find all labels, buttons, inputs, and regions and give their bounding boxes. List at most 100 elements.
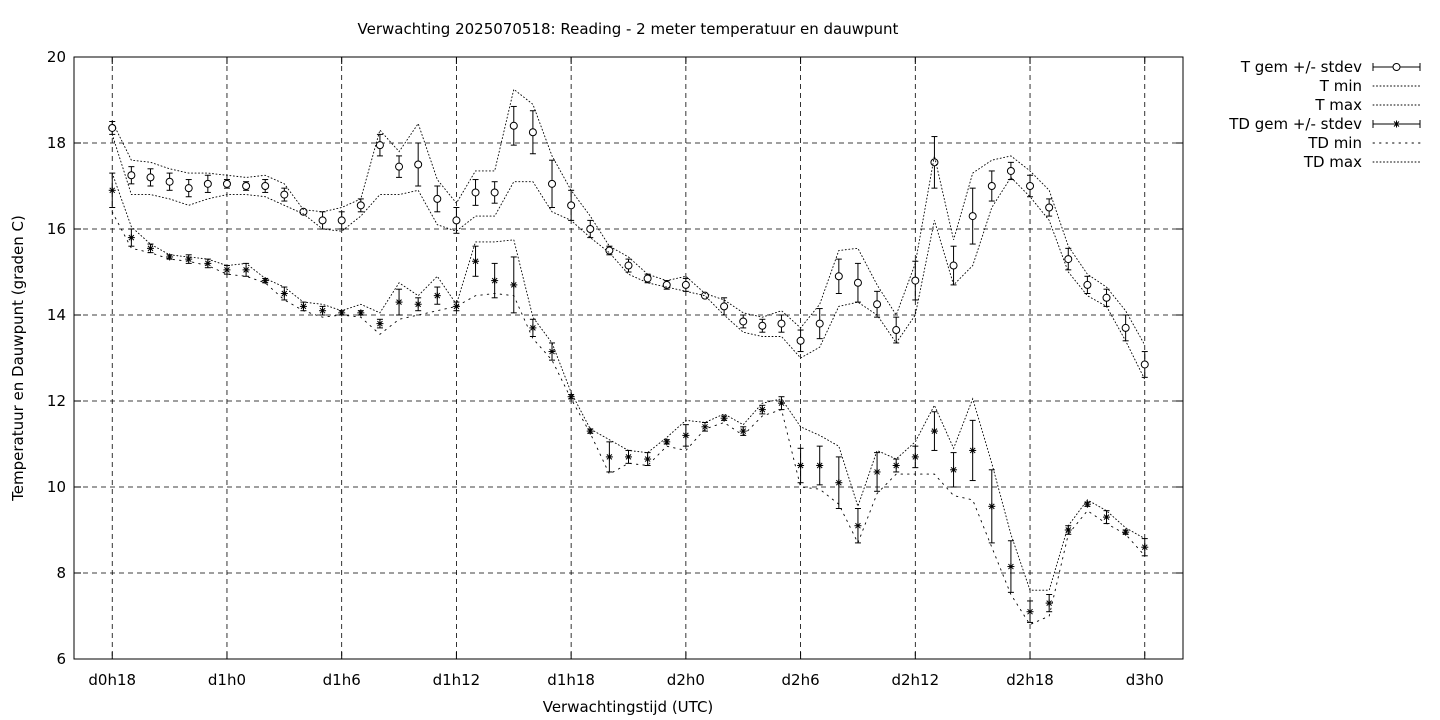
data-point <box>720 302 729 311</box>
data-point <box>681 280 690 289</box>
y-axis-label: Temperatuur en Dauwpunt (graden C) <box>9 215 27 502</box>
star-stroke <box>300 303 307 310</box>
data-point <box>414 160 423 169</box>
y-tick-label: 14 <box>47 306 66 324</box>
star-stroke <box>262 277 269 284</box>
data-point <box>911 276 920 285</box>
data-point <box>758 321 767 330</box>
star-stroke <box>1046 600 1053 606</box>
star-stroke <box>1103 514 1110 520</box>
axis-ticks: 6 8 10 12 14 16 18 20 d0h18 d1h0 d1h6 d1h12 d1h18 d2h… <box>47 48 1183 689</box>
data-point <box>242 182 251 190</box>
data-point <box>797 462 805 469</box>
data-point <box>739 317 748 326</box>
star-stroke <box>835 479 842 486</box>
data-point <box>949 261 958 270</box>
y-tick-label: 12 <box>47 392 66 410</box>
star-stroke <box>606 454 613 460</box>
x-tick-label: d1h18 <box>547 671 595 689</box>
star-stroke <box>855 522 861 529</box>
star-stroke <box>644 456 651 462</box>
data-point <box>911 453 919 461</box>
star-stroke <box>721 415 727 422</box>
data-point <box>375 141 384 150</box>
data-point <box>509 121 518 130</box>
data-point <box>299 207 308 216</box>
data-point <box>1007 563 1015 571</box>
series-2 <box>111 88 1146 346</box>
series-line <box>111 133 1146 380</box>
data-point <box>586 427 594 435</box>
series-0 <box>108 105 1149 378</box>
data-point <box>854 522 862 530</box>
star-stroke <box>893 462 900 469</box>
data-point <box>490 188 499 197</box>
chart-title: Verwachting 2025070518: Reading - 2 mete… <box>358 20 899 38</box>
star-stroke <box>702 423 708 430</box>
data-point <box>261 182 270 190</box>
data-point <box>662 280 671 289</box>
data-point <box>146 244 154 252</box>
star-stroke <box>357 309 364 316</box>
series-line <box>111 211 1146 626</box>
star-stroke <box>759 406 766 413</box>
data-point <box>1121 323 1130 332</box>
data-point <box>624 261 633 270</box>
data-point <box>471 188 480 197</box>
data-point <box>280 190 289 199</box>
data-point <box>567 201 576 210</box>
data-point <box>987 182 996 190</box>
data-point <box>165 177 174 186</box>
star-stroke <box>377 320 383 327</box>
data-point <box>796 336 805 345</box>
star-stroke <box>797 462 804 469</box>
data-point <box>433 292 441 300</box>
star-stroke <box>740 428 747 434</box>
star-stroke <box>912 454 919 460</box>
data-point <box>548 348 556 356</box>
legend-marker <box>1393 120 1400 128</box>
data-point <box>1045 203 1054 212</box>
data-point <box>701 423 709 431</box>
data-point <box>873 300 882 309</box>
star-stroke <box>950 466 957 473</box>
data-point <box>739 427 747 435</box>
star-stroke <box>243 266 249 273</box>
data-point <box>185 255 193 263</box>
x-tick-label: d1h12 <box>433 671 481 689</box>
data-point <box>988 502 996 510</box>
data-point <box>223 266 231 274</box>
star-stroke <box>988 503 995 510</box>
data-point <box>720 414 728 422</box>
data-point <box>777 399 785 407</box>
x-tick-label: d2h18 <box>1006 671 1054 689</box>
data-point <box>433 194 442 203</box>
data-point <box>204 259 212 267</box>
star-stroke <box>625 454 632 460</box>
legend-label: T gem +/- stdev <box>1240 58 1362 76</box>
data-point <box>1026 608 1034 616</box>
star-stroke <box>281 290 288 297</box>
data-point <box>529 324 537 332</box>
data-point <box>834 272 843 281</box>
data-point <box>682 431 690 439</box>
data-point <box>968 212 977 221</box>
data-point <box>184 184 193 193</box>
data-point <box>1083 280 1092 289</box>
data-point <box>1026 182 1035 190</box>
star-stroke <box>472 258 479 265</box>
x-tick-label: d1h6 <box>323 671 361 689</box>
x-tick-label: d2h0 <box>667 671 705 689</box>
data-point <box>337 216 346 225</box>
series-line <box>111 172 1146 591</box>
data-point <box>663 438 671 446</box>
x-axis-label: Verwachtingstijd (UTC) <box>543 698 714 716</box>
y-tick-label: 20 <box>47 48 66 66</box>
star-stroke <box>1393 121 1400 127</box>
star-stroke <box>147 245 154 252</box>
data-point <box>815 319 824 328</box>
y-tick-label: 18 <box>47 134 66 152</box>
series-layer <box>108 88 1149 626</box>
data-point <box>108 123 117 132</box>
